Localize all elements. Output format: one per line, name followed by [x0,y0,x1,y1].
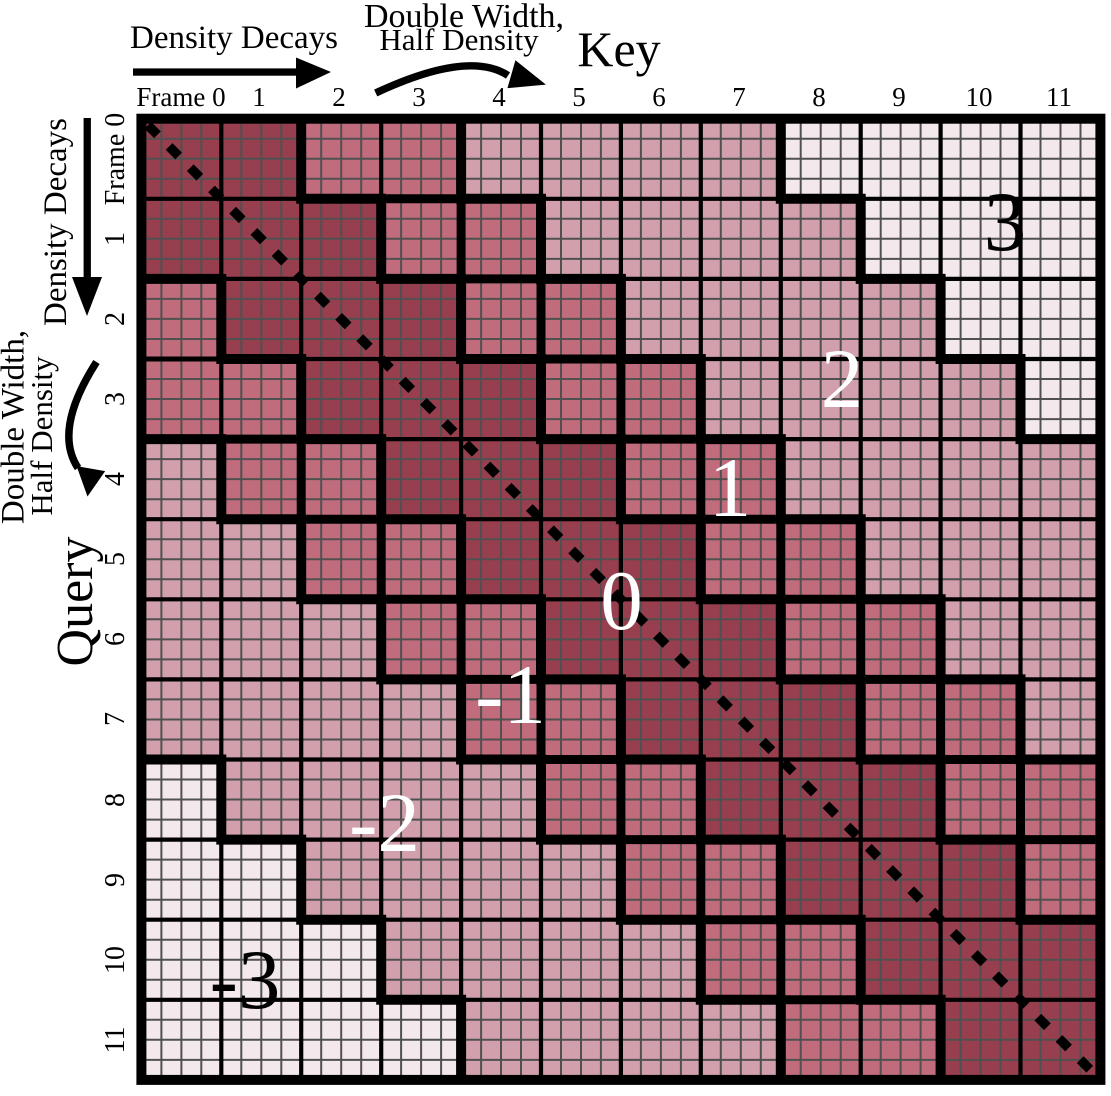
svg-text:3: 3 [412,82,426,112]
svg-text:1: 1 [252,82,266,112]
svg-text:Frame 0: Frame 0 [136,82,225,112]
svg-text:1: 1 [100,232,131,246]
svg-text:8: 8 [100,793,131,807]
svg-text:6: 6 [652,82,666,112]
svg-text:Double Width,: Double Width, [0,330,32,524]
svg-text:11: 11 [1046,82,1072,112]
svg-text:6: 6 [100,632,131,646]
svg-text:4: 4 [100,472,131,486]
svg-text:9: 9 [100,873,131,887]
svg-text:Query: Query [47,537,104,667]
svg-text:2: 2 [332,82,346,112]
svg-text:Half Density: Half Density [24,356,59,516]
svg-text:7: 7 [100,712,131,726]
svg-text:3: 3 [100,392,131,406]
svg-text:10: 10 [100,946,131,974]
svg-text:Frame 0: Frame 0 [100,113,131,206]
svg-text:0: 0 [600,554,643,648]
svg-text:-1: -1 [475,648,546,742]
svg-text:2: 2 [100,312,131,326]
svg-text:1: 1 [709,441,752,535]
svg-text:-2: -2 [349,776,420,870]
svg-text:11: 11 [100,1027,131,1054]
svg-text:8: 8 [812,82,826,112]
svg-text:5: 5 [100,552,131,566]
svg-text:7: 7 [732,82,746,112]
svg-text:4: 4 [492,82,506,112]
svg-text:10: 10 [966,82,993,112]
svg-text:2: 2 [821,332,864,426]
svg-text:Key: Key [577,21,660,77]
svg-text:Density Decays: Density Decays [38,118,74,326]
svg-text:Half Density: Half Density [379,22,539,57]
svg-text:Double Width,: Double Width, [364,0,564,35]
svg-text:9: 9 [892,82,906,112]
svg-text:-3: -3 [210,933,281,1027]
svg-text:Density Decays: Density Decays [130,20,338,56]
svg-text:5: 5 [572,82,586,112]
svg-text:3: 3 [984,175,1027,269]
